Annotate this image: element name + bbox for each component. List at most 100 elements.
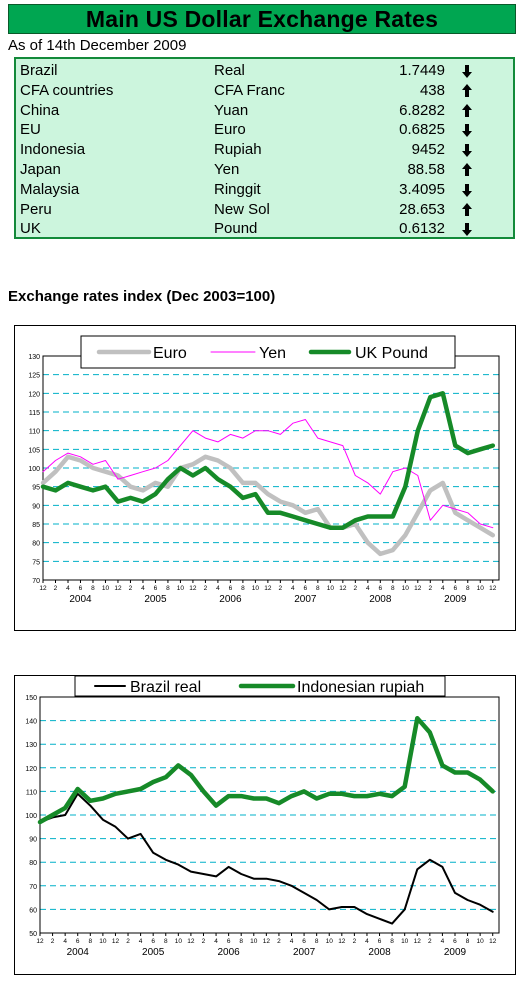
x-tick-label: 4 (441, 938, 445, 945)
x-tick-label: 2 (126, 938, 130, 945)
x-tick-label: 6 (227, 938, 231, 945)
x-tick-label: 2 (279, 585, 283, 592)
x-tick-label: 12 (338, 938, 346, 945)
rate-value: 88.58 (407, 161, 445, 178)
x-tick-label: 8 (91, 585, 95, 592)
y-tick-label: 70 (29, 884, 37, 891)
rate-currency: Yuan (214, 101, 249, 119)
y-tick-label: 105 (28, 447, 40, 454)
rate-value: 0.6132 (399, 220, 445, 238)
x-tick-label: 4 (141, 585, 145, 592)
y-tick-label: 70 (32, 578, 40, 585)
rate-value: 28.653 (399, 200, 445, 218)
y-tick-label: 120 (28, 391, 40, 398)
x-tick-label: 10 (250, 938, 258, 945)
y-tick-label: 130 (25, 742, 37, 749)
x-tick-label: 4 (66, 585, 70, 592)
rate-value: 0.6825 (399, 121, 445, 139)
rate-row: Japan Yen 88.58 (16, 160, 513, 180)
x-tick-label: 10 (175, 938, 183, 945)
x-tick-label: 6 (302, 938, 306, 945)
x-tick-label: 6 (379, 585, 383, 592)
rate-row: Peru New Sol 28.653 (16, 200, 513, 220)
y-tick-label: 125 (28, 373, 40, 380)
arrow-up-icon (462, 83, 472, 97)
rate-row: Indonesia Rupiah 9452 (16, 140, 513, 160)
rate-row: China Yuan 6.8282 (16, 101, 513, 121)
x-tick-label: 6 (79, 585, 83, 592)
arrow-up-icon (462, 163, 472, 176)
rate-country: Peru (20, 200, 52, 218)
year-label: 2005 (144, 594, 167, 605)
x-tick-label: 8 (239, 938, 243, 945)
rate-row: EU Euro 0.6825 (16, 120, 513, 140)
legend-label-uk-pound: UK Pound (355, 345, 428, 362)
year-label: 2007 (294, 594, 317, 605)
rate-currency: Euro (214, 121, 246, 139)
y-tick-label: 120 (25, 766, 37, 773)
y-tick-label: 100 (25, 813, 37, 820)
x-tick-label: 6 (76, 938, 80, 945)
x-tick-label: 8 (166, 585, 170, 592)
plot-area (42, 355, 500, 581)
x-tick-label: 4 (290, 938, 294, 945)
x-tick-label: 6 (453, 585, 457, 592)
arrow-down-icon (462, 144, 472, 158)
y-tick-label: 85 (32, 522, 40, 529)
x-tick-label: 6 (229, 585, 233, 592)
y-tick-label: 50 (29, 931, 37, 938)
legend-label-indonesian-rupiah: Indonesian rupiah (297, 679, 424, 696)
x-tick-label: 2 (428, 585, 432, 592)
legend-label-yen: Yen (259, 345, 286, 362)
year-label: 2007 (293, 947, 316, 958)
section-title: Exchange rates index (Dec 2003=100) (8, 288, 276, 305)
rate-value: 3.4095 (399, 180, 445, 198)
rate-value: 1.7449 (399, 62, 445, 79)
x-tick-label: 6 (378, 938, 382, 945)
rate-currency: Ringgit (214, 180, 261, 198)
x-tick-label: 10 (99, 938, 107, 945)
x-tick-label: 8 (466, 938, 470, 945)
x-tick-label: 12 (189, 585, 197, 592)
x-tick-label: 2 (353, 938, 357, 945)
rate-currency: Real (214, 62, 245, 79)
y-tick-label: 140 (25, 719, 37, 726)
x-tick-label: 4 (216, 585, 220, 592)
x-tick-label: 6 (154, 585, 158, 592)
x-tick-label: 12 (414, 585, 422, 592)
y-tick-label: 130 (28, 354, 40, 361)
series-line-indonesian-rupiah (37, 715, 495, 825)
x-tick-label: 2 (354, 585, 358, 592)
rate-country: Malaysia (20, 180, 80, 198)
rate-country: Brazil (20, 62, 58, 79)
x-tick-label: 12 (114, 585, 122, 592)
rate-country: UK (20, 220, 41, 238)
x-tick-label: 4 (291, 585, 295, 592)
x-tick-label: 4 (139, 938, 143, 945)
x-tick-label: 2 (428, 938, 432, 945)
rate-currency: Yen (214, 161, 240, 178)
year-label: 2004 (69, 594, 92, 605)
x-tick-label: 12 (339, 585, 347, 592)
rate-currency: CFA Franc (214, 81, 285, 99)
x-tick-label: 8 (241, 585, 245, 592)
y-tick-label: 150 (25, 695, 37, 702)
arrow-down-icon (462, 183, 472, 197)
chart-box-emerging: 50 60 70 80 90 100 110 120 130 140 150 12 2 4 6 8 10 12 2 4… (14, 675, 516, 975)
x-tick-label: 10 (402, 585, 410, 592)
y-tick-label: 95 (32, 485, 40, 492)
x-tick-label: 8 (466, 585, 470, 592)
rate-country: CFA countries (20, 81, 114, 99)
y-tick-label: 100 (28, 466, 40, 473)
x-tick-label: 4 (441, 585, 445, 592)
x-tick-label: 10 (477, 585, 485, 592)
x-tick-label: 10 (327, 585, 335, 592)
x-tick-label: 12 (112, 938, 120, 945)
series-line-brazil-real (39, 792, 494, 925)
page-title: Main US Dollar Exchange Rates (85, 5, 439, 32)
x-tick-label: 12 (263, 938, 271, 945)
y-tick-label: 75 (32, 559, 40, 566)
x-tick-label: 8 (88, 938, 92, 945)
y-tick-label: 90 (29, 837, 37, 844)
arrow-down-icon (462, 223, 472, 237)
